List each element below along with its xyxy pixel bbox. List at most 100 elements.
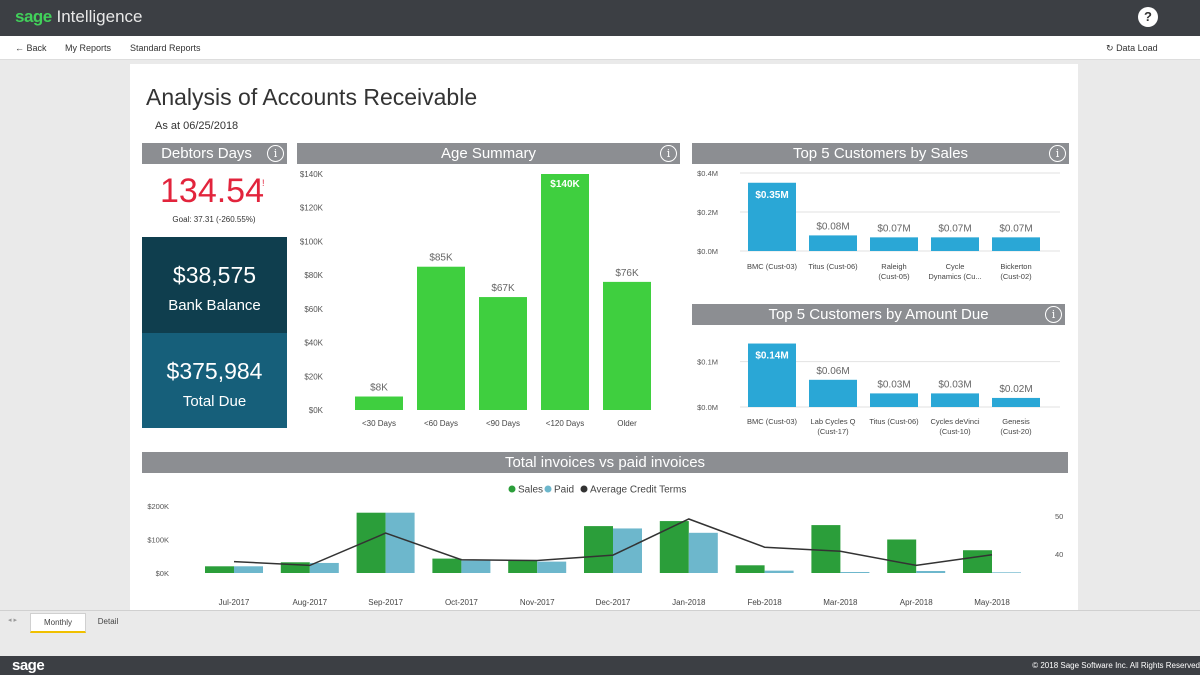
debtors-days-header: Debtors Days i: [142, 143, 287, 164]
bar: [809, 379, 857, 407]
data-label: $85K: [429, 253, 453, 264]
y2-tick-label: 50: [1055, 512, 1063, 521]
top5-due-header: Top 5 Customers by Amount Due i: [692, 304, 1065, 325]
x-tick-label: Cycle: [946, 262, 965, 271]
y-tick-label: $80K: [304, 271, 323, 280]
data-load-label: Data Load: [1116, 43, 1158, 53]
tab-detail[interactable]: Detail: [97, 617, 119, 626]
y-tick-label: $120K: [300, 204, 324, 213]
legend-label: Average Credit Terms: [590, 485, 686, 496]
top5-sales-chart: $0.0M $0.2M $0.4M $0.35M BMC (Cust-03) $0.08M…: [697, 169, 1060, 281]
sales-bar: [432, 558, 462, 573]
paid-bar: [385, 512, 415, 573]
x-tick-label: Dynamics (Cu...: [928, 272, 981, 281]
x-tick-label: Bickerton: [1000, 262, 1031, 271]
y-tick-label: $0K: [309, 406, 324, 415]
y-tick-label: $0.4M: [697, 169, 718, 178]
back-button[interactable]: ← Back: [15, 43, 47, 53]
help-icon[interactable]: ?: [1138, 7, 1158, 27]
back-label: Back: [26, 43, 47, 53]
top5-due-chart: $0.0M $0.1M $0.14M BMC (Cust-03) $0.06M Lab C…: [697, 343, 1060, 436]
x-tick-label: <120 Days: [546, 419, 584, 428]
sales-bar: [735, 565, 765, 573]
brand-sage: sage: [15, 7, 52, 26]
info-icon[interactable]: i: [660, 145, 677, 162]
data-label: $0.02M: [999, 384, 1032, 395]
y-tick-label: $0.2M: [697, 208, 718, 217]
bank-balance-label: Bank Balance: [168, 297, 261, 314]
arrow-left-icon: ←: [15, 43, 24, 53]
age-summary-title: Age Summary: [440, 145, 537, 162]
standard-reports-link[interactable]: Standard Reports: [130, 43, 201, 53]
x-tick-label: <30 Days: [362, 419, 396, 428]
bar: [870, 237, 918, 251]
x-tick-label: (Cust-10): [939, 427, 971, 436]
sales-bar: [508, 560, 538, 573]
sales-bar: [659, 521, 689, 573]
paid-bar: [688, 532, 718, 573]
sales-bar: [205, 566, 234, 573]
y2-tick-label: 40: [1055, 550, 1063, 559]
tab-scroll-arrows-icon[interactable]: ◂ ▸: [8, 617, 17, 624]
credit-terms-line: [233, 518, 993, 567]
y-tick-label: $0.0M: [697, 403, 718, 412]
x-tick-label: Jul-2017: [219, 598, 250, 607]
bar: [603, 281, 651, 410]
x-tick-label: (Cust-20): [1000, 427, 1032, 436]
data-label: $0.06M: [816, 366, 849, 377]
debtors-days-value: 134.54: [160, 172, 264, 210]
top-bar: sage Intelligence ?: [0, 0, 1200, 36]
footer-bar: sage © 2018 Sage Software Inc. All Right…: [0, 656, 1200, 675]
invoices-header: Total invoices vs paid invoices: [142, 452, 1068, 473]
info-icon[interactable]: i: [267, 145, 284, 162]
sales-bar: [584, 526, 613, 573]
age-summary-chart: $0K $20K $40K $60K $80K $100K $120K $140K $8K <30…: [300, 170, 651, 428]
bar: [809, 235, 857, 251]
bank-balance-amount: $38,575: [172, 262, 257, 288]
data-label: $67K: [491, 283, 515, 294]
x-tick-label: Older: [617, 419, 637, 428]
paid-bar: [234, 566, 263, 573]
sales-bar: [963, 550, 992, 573]
y-tick-label: $20K: [304, 372, 323, 381]
x-tick-label: (Cust-02): [1000, 272, 1032, 281]
x-tick-label: Raleigh: [881, 262, 906, 271]
bar: [479, 297, 527, 410]
invoices-chart: Sales Paid Average Credit Terms $0K $100K $20…: [147, 485, 1063, 608]
y-tick-label: $40K: [304, 339, 323, 348]
x-tick-label: (Cust-17): [817, 427, 849, 436]
alert-indicator-icon: !: [262, 178, 265, 188]
y-tick-label: $0.1M: [697, 358, 718, 367]
data-label: $0.08M: [816, 221, 849, 232]
as-at-date: As at 06/25/2018: [155, 120, 239, 132]
x-tick-label: Aug-2017: [292, 598, 327, 607]
info-icon[interactable]: i: [1045, 306, 1062, 323]
my-reports-link[interactable]: My Reports: [65, 43, 112, 53]
data-label: $0.14M: [755, 351, 788, 362]
data-load-button[interactable]: ↻ Data Load: [1106, 43, 1158, 54]
age-summary-header: Age Summary i: [297, 143, 680, 164]
legend-marker: [508, 485, 516, 493]
paid-bar: [764, 570, 794, 573]
top5-sales-title: Top 5 Customers by Sales: [792, 145, 969, 162]
info-icon[interactable]: i: [1049, 145, 1066, 162]
tab-monthly[interactable]: Monthly: [30, 613, 86, 633]
legend-marker: [544, 485, 552, 493]
data-label: $0.07M: [877, 223, 910, 234]
sales-bar: [887, 539, 917, 573]
y-tick-label: $100K: [300, 237, 324, 246]
nav-bar: ← Back My Reports Standard Reports ↻ Dat…: [0, 36, 1200, 60]
x-tick-label: Mar-2018: [823, 598, 858, 607]
x-tick-label: Apr-2018: [900, 598, 933, 607]
paid-bar: [840, 571, 870, 573]
bar: [992, 237, 1040, 251]
top5-sales-header: Top 5 Customers by Sales i: [692, 143, 1069, 164]
data-label: $0.03M: [877, 379, 910, 390]
legend-label: Sales: [518, 485, 543, 496]
x-tick-label: Titus (Cust-06): [808, 262, 858, 271]
brand-logo: sage Intelligence: [15, 7, 143, 27]
paid-bar: [309, 562, 339, 573]
y-tick-label: $140K: [300, 170, 324, 179]
x-tick-label: Cycles deVinci: [930, 417, 979, 426]
x-tick-label: Genesis: [1002, 417, 1030, 426]
